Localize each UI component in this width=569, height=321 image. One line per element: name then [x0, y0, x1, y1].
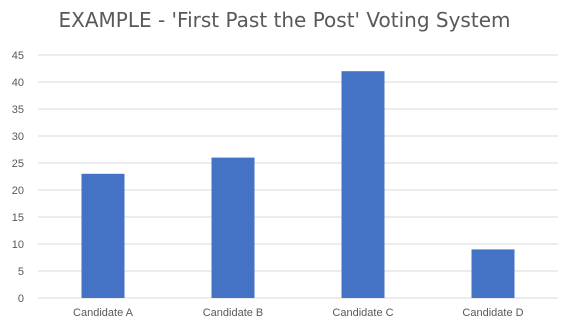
bar	[341, 71, 385, 298]
y-tick-label: 35	[12, 104, 24, 116]
bar	[81, 173, 125, 298]
x-tick-label: Candidate C	[332, 307, 393, 319]
y-tick-label: 30	[12, 131, 24, 143]
bar	[471, 249, 515, 298]
x-tick-label: Candidate A	[73, 307, 134, 319]
x-tick-label: Candidate D	[462, 307, 523, 319]
y-tick-label: 15	[12, 212, 24, 224]
y-tick-label: 20	[12, 185, 24, 197]
x-tick-label: Candidate B	[203, 307, 264, 319]
y-tick-label: 5	[18, 266, 24, 278]
y-tick-label: 25	[12, 158, 24, 170]
y-tick-label: 10	[12, 239, 24, 251]
y-tick-label: 45	[12, 50, 24, 62]
chart-title: EXAMPLE - 'First Past the Post' Voting S…	[58, 8, 511, 32]
y-tick-label: 40	[12, 77, 24, 89]
bar	[211, 157, 255, 298]
y-tick-label: 0	[18, 293, 24, 305]
